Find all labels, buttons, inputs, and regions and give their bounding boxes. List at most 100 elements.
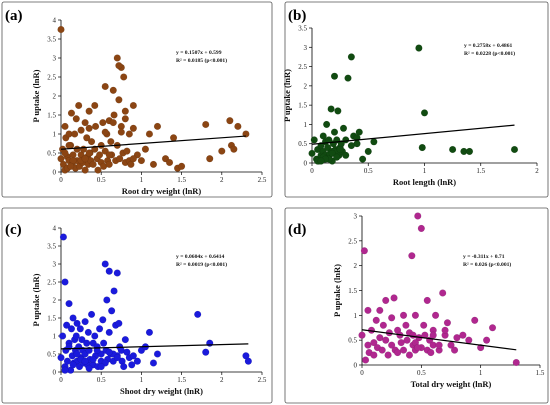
chart-panel: 0 0.5 1 1.5 2 2.5 0 0.5 1 1.5 2 2.5 3 3.5 4 y = 0.0604x… <box>1 207 273 404</box>
data-point <box>115 96 123 104</box>
data-point <box>471 316 479 324</box>
data-point <box>342 136 350 144</box>
y-tick-label: 2.5 <box>47 279 56 287</box>
data-point <box>129 124 137 132</box>
data-point <box>459 331 467 339</box>
y-tick-label: 1 <box>53 131 57 139</box>
data-point <box>244 357 252 365</box>
data-point <box>360 247 368 255</box>
data-point <box>149 359 158 367</box>
x-tick-label: 1.5 <box>177 376 186 384</box>
data-point <box>61 122 69 130</box>
r-squared-label: R² = 0.0019 (p<0.001) <box>176 261 227 268</box>
data-point <box>99 316 107 324</box>
data-point <box>81 166 89 174</box>
data-point <box>94 166 102 174</box>
data-point <box>85 149 93 157</box>
data-point <box>327 105 335 113</box>
panel-frame <box>284 1 549 198</box>
chart-panel: 0 0.5 1 1.5 0 0.5 1 1.5 2 2.5 3 y = -0.311x + 0.71R… <box>284 207 549 404</box>
x-tick-label: 2.5 <box>258 176 267 184</box>
data-point <box>85 124 93 132</box>
x-tick-label: 1 <box>479 369 483 377</box>
data-point <box>226 117 234 125</box>
data-point <box>72 332 80 340</box>
data-point <box>120 363 128 371</box>
data-point <box>417 224 425 232</box>
data-point <box>137 157 145 165</box>
data-point <box>69 361 77 369</box>
data-point <box>178 162 186 170</box>
data-point <box>83 134 91 142</box>
data-point <box>149 160 158 168</box>
data-point <box>441 326 449 334</box>
y-tick-label: 0 <box>53 369 57 377</box>
data-point <box>110 287 118 295</box>
y-tick-label: 3 <box>304 44 308 52</box>
y-axis-label: P uptake (lnR) <box>31 69 41 122</box>
x-tick-label: 2 <box>220 176 224 184</box>
data-point <box>117 128 125 136</box>
x-tick-label: 1.5 <box>536 369 545 377</box>
data-point <box>370 138 378 146</box>
data-point <box>364 341 372 349</box>
data-point <box>109 86 117 94</box>
data-point <box>512 358 520 367</box>
data-point <box>121 336 129 344</box>
data-point <box>435 341 443 349</box>
trend-line <box>60 343 249 350</box>
trend-line <box>361 329 517 351</box>
data-point <box>414 212 422 220</box>
x-tick-label: 1 <box>423 167 427 175</box>
data-point <box>394 349 402 357</box>
data-point <box>73 350 81 358</box>
y-tick-label: 3.5 <box>298 25 307 33</box>
data-point <box>405 351 414 359</box>
data-point <box>453 334 461 342</box>
data-point <box>336 145 344 154</box>
data-point <box>88 138 96 146</box>
regression-equation: y = 0.1507x + 0.599 <box>176 50 222 56</box>
y-tick-label: 2 <box>53 297 57 305</box>
y-tick-label: 3.5 <box>47 36 56 44</box>
data-point <box>129 155 137 163</box>
data-point <box>451 346 459 354</box>
data-point <box>113 54 121 62</box>
data-point <box>99 119 107 127</box>
panel-label: (d) <box>288 222 306 238</box>
data-point <box>88 310 96 318</box>
data-point <box>364 147 372 155</box>
data-point <box>170 134 178 142</box>
data-point <box>399 346 408 354</box>
x-tick-label: 2.5 <box>258 376 267 384</box>
data-point <box>310 136 318 144</box>
data-point <box>97 363 105 371</box>
data-point <box>423 296 431 304</box>
data-point <box>342 151 350 159</box>
data-point <box>123 147 131 155</box>
data-point <box>78 336 86 344</box>
data-point <box>388 314 396 322</box>
y-tick-label: 3 <box>53 261 57 269</box>
data-point <box>71 130 79 138</box>
data-point <box>153 122 162 130</box>
y-tick-label: 2.5 <box>47 74 56 82</box>
r-squared-label: R² = 0.0228 (p<0.001) <box>464 50 515 57</box>
data-point <box>414 344 422 352</box>
y-tick-label: 1 <box>304 121 308 129</box>
x-tick-label: 1 <box>140 376 144 384</box>
trend-line <box>311 124 515 145</box>
data-point <box>61 278 69 286</box>
y-tick-label: 1.5 <box>298 102 307 110</box>
data-point <box>61 149 69 157</box>
data-point <box>115 319 123 327</box>
chart-panel: 0 0.5 1 1.5 2 2.5 0 0.5 1 1.5 2 2.5 3 3.5 4 y = 0.1507x… <box>1 1 273 198</box>
data-point <box>129 101 137 110</box>
data-point <box>93 346 101 354</box>
r-squared-label: R² = 0.026 (p<0.001) <box>463 261 511 268</box>
x-tick-label: 2 <box>535 167 539 175</box>
data-point <box>443 319 451 327</box>
data-point <box>411 311 419 319</box>
data-point <box>105 151 113 159</box>
